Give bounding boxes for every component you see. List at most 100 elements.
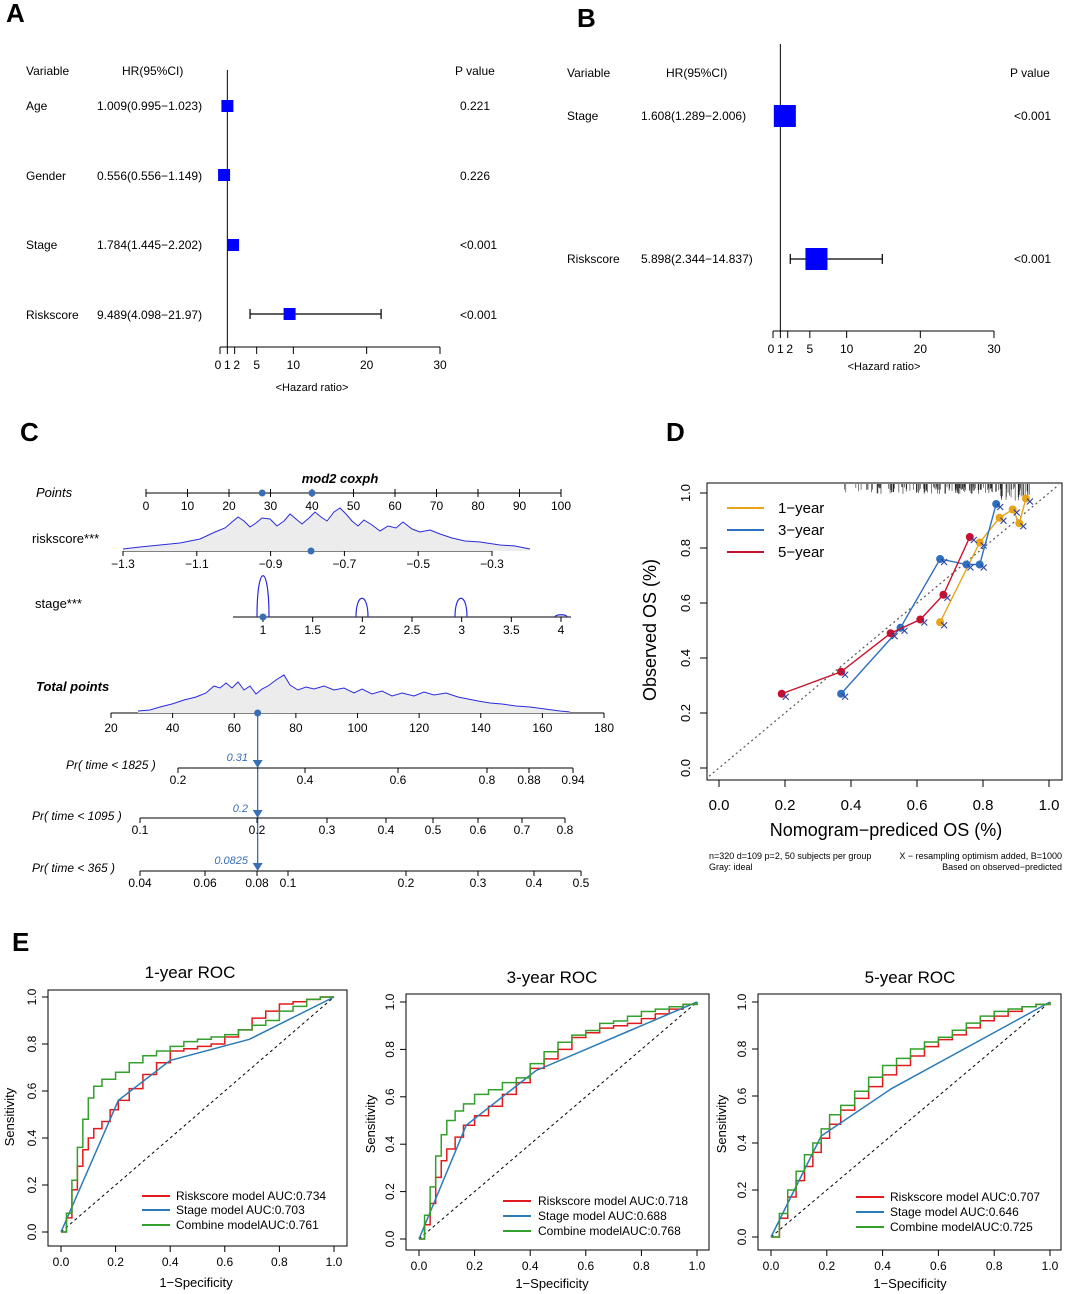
x-tick-label: 0.0 (53, 1255, 70, 1269)
optimism-cross (920, 619, 928, 626)
panel-letter-e: E (12, 927, 29, 957)
riskscore-tick-label: −0.7 (333, 557, 357, 571)
calibration-point (962, 560, 971, 569)
points-marker (308, 489, 316, 497)
stage-tick-label: 2 (359, 623, 366, 637)
optimism-cross (996, 503, 1004, 511)
riskscore-density-fill (123, 508, 530, 551)
roc-ylabel: Sensitivity (714, 1094, 729, 1153)
y-tick-label: 0.6 (383, 1088, 397, 1105)
nomogram-stage-label: stage*** (35, 596, 82, 611)
forest-a-header-p: P value (455, 64, 495, 78)
x-tick-label: 0.2 (107, 1255, 124, 1269)
x-tick-label: 5 (806, 342, 813, 356)
optimism-cross (1026, 498, 1034, 505)
optimism-cross (940, 558, 948, 566)
points-tick-label: 100 (551, 499, 571, 513)
x-tick-label: 0.4 (841, 797, 862, 814)
y-tick-label: 0.0 (383, 1230, 397, 1247)
y-tick-label: 1.0 (25, 988, 39, 1005)
calibration-line (781, 536, 971, 695)
total-tick-label: 40 (166, 721, 180, 735)
riskscore-marker (307, 547, 315, 555)
calibration-point (936, 555, 945, 563)
nomogram-riskscore-label: riskscore*** (32, 531, 99, 546)
y-tick-label: 0.6 (25, 1082, 39, 1099)
probability-tick-label: 0.2 (170, 773, 187, 787)
chance-line (418, 1001, 698, 1240)
calibration-note-left-1: n=320 d=109 p=2, 50 subjects per group (709, 851, 871, 861)
y-tick-label: 0.2 (735, 1181, 749, 1198)
forest-b-header-p: P value (1010, 66, 1050, 80)
forest-a-row-variable: Stage (26, 238, 58, 252)
plot-frame (405, 993, 710, 1251)
roc-curve (771, 1002, 1051, 1238)
roc-legend-label: Stage model AUC:0.646 (890, 1205, 1019, 1219)
points-tick-label: 70 (430, 499, 444, 513)
forest-a-row-hr: 0.556(0.556−1.149) (97, 169, 202, 183)
total-tick-label: 100 (347, 721, 367, 735)
probability-tick-label: 0.6 (470, 823, 487, 837)
probability-tick-label: 0.94 (561, 773, 585, 787)
x-tick-label: 0 (215, 358, 222, 372)
calibration-note-left-2: Gray: ideal (709, 862, 753, 872)
probability-tick-label: 0.5 (573, 876, 590, 890)
y-tick-label: 0.2 (678, 704, 693, 722)
x-tick-label: 0.4 (162, 1255, 179, 1269)
calibration-point (965, 533, 974, 541)
points-tick-label: 80 (471, 499, 485, 513)
total-tick-label: 180 (594, 721, 614, 735)
optimism-cross (1000, 517, 1007, 525)
x-tick-label: 0.2 (775, 797, 796, 814)
stage-marker (259, 613, 267, 621)
plot-frame (757, 993, 1062, 1251)
hr-box (227, 239, 240, 251)
nomogram-pr365-label: Pr( time < 365 ) (32, 861, 115, 875)
roc-plot-5-year: 5-year ROC 1−Specificity Sensitivity Ris… (714, 968, 1062, 1291)
forest-b-row-p: <0.001 (1014, 109, 1051, 123)
probability-tick-label: 0.4 (526, 876, 543, 890)
x-tick-label: 0.8 (633, 1259, 650, 1273)
nomogram-title: mod2 coxph (302, 471, 379, 486)
forest-b-header-hr: HR(95%CI) (666, 66, 727, 80)
y-tick-label: 1.0 (383, 993, 397, 1010)
calibration-point (1008, 505, 1017, 514)
total-density-fill (138, 675, 570, 713)
probability-tick-label: 0.4 (378, 823, 395, 837)
riskscore-tick-label: −1.1 (185, 557, 209, 571)
probability-tick-label: 0.5 (425, 823, 442, 837)
probability-tick-label: 0.1 (132, 823, 149, 837)
x-tick-label: 0.6 (216, 1255, 233, 1269)
probability-tick-label: 0.2 (249, 823, 266, 837)
probability-marker (252, 810, 263, 818)
x-tick-label: 2 (786, 342, 793, 356)
roc-legend-label: Combine modelAUC:0.725 (890, 1220, 1033, 1234)
x-tick-label: 5 (253, 358, 260, 372)
x-tick-label: 30 (987, 342, 1001, 356)
y-tick-label: 0.6 (678, 594, 693, 612)
stage-density-peak (554, 614, 568, 618)
points-tick-label: 50 (347, 499, 361, 513)
panel-letter-d: D (666, 417, 685, 447)
hr-box (218, 169, 231, 181)
optimism-cross (891, 632, 898, 640)
total-tick-label: 120 (409, 721, 429, 735)
probability-tick-label: 0.7 (514, 823, 531, 837)
y-tick-label: 0.4 (383, 1136, 397, 1153)
forest-b-row-hr: 5.898(2.344−14.837) (641, 252, 753, 266)
forest-plot-a: Variable HR(95%CI) P value Age 1.009(0.9… (26, 64, 497, 394)
roc-xlabel: 1−Specificity (159, 1275, 233, 1290)
total-tick-label: 80 (289, 721, 303, 735)
calibration-point (975, 538, 984, 547)
x-tick-label: 0.6 (930, 1259, 947, 1273)
calibration-line (939, 498, 1027, 623)
x-tick-label: 0.4 (522, 1259, 539, 1273)
probability-tick-label: 0.08 (245, 876, 269, 890)
roc-ylabel: Sensitivity (2, 1087, 17, 1146)
calibration-ylabel: Observed OS (%) (640, 559, 660, 701)
roc-plot-1-year: 1-year ROC 1−Specificity Sensitivity Ris… (2, 963, 348, 1290)
forest-a-row-p: <0.001 (460, 238, 497, 252)
roc-xlabel: 1−Specificity (515, 1276, 589, 1291)
y-tick-label: 0.6 (735, 1087, 749, 1104)
